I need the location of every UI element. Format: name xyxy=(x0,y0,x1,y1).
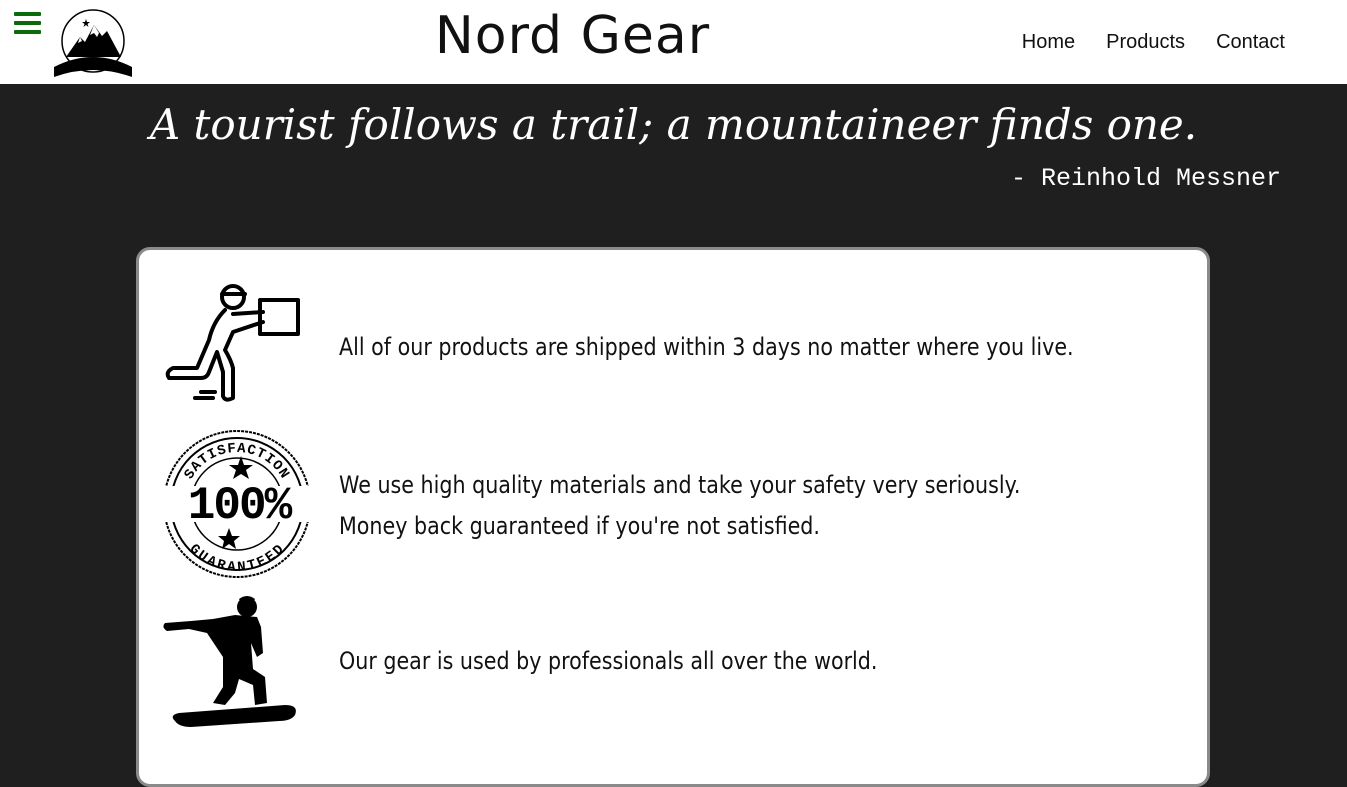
feature-professionals: Our gear is used by professionals all ov… xyxy=(139,593,1213,733)
nav-home-link[interactable]: Home xyxy=(1021,31,1076,53)
delivery-person-icon xyxy=(165,284,300,402)
snowboarder-icon xyxy=(163,596,296,727)
feature-shipping-text: All of our products are shipped within 3… xyxy=(339,333,1074,361)
quote-author: - Reinhold Messner xyxy=(1010,164,1281,193)
feature-shipping: All of our products are shipped within 3… xyxy=(139,282,1213,407)
nav-products-link[interactable]: Products xyxy=(1106,31,1186,53)
mountain-logo-icon[interactable] xyxy=(52,7,134,81)
site-title: Nord Gear xyxy=(434,6,711,66)
nav-contact-link[interactable]: Contact xyxy=(1216,31,1285,53)
satisfaction-guaranteed-stamp-icon: SATISFACTION GUARANTEED 100% xyxy=(161,430,313,578)
stamp-center-text: 100% xyxy=(188,480,293,532)
hero-quote: A tourist follows a trail; a mountaineer… xyxy=(149,100,1198,149)
feature-quality-text-2: Money back guaranteed if you're not sati… xyxy=(339,512,820,540)
hamburger-menu-icon[interactable] xyxy=(14,12,41,34)
features-card: All of our products are shipped within 3… xyxy=(136,247,1210,787)
site-header: Nord Gear Home Products Contact xyxy=(0,0,1347,84)
feature-quality-text-1: We use high quality materials and take y… xyxy=(339,471,1021,499)
feature-professionals-text: Our gear is used by professionals all ov… xyxy=(339,647,878,675)
feature-quality: SATISFACTION GUARANTEED 100% We use high… xyxy=(139,428,1213,583)
main-nav: Home Products Contact xyxy=(1022,31,1285,54)
